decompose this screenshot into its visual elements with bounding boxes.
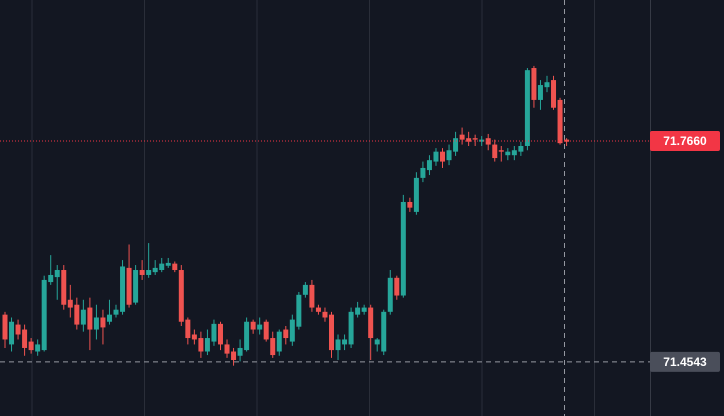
candle-body: [433, 151, 439, 162]
candle-body: [289, 319, 295, 342]
candle-body: [342, 339, 348, 345]
candle-body: [257, 324, 263, 330]
candle-body: [557, 99, 563, 144]
candle-body: [35, 344, 41, 352]
candle-body: [459, 134, 465, 140]
candle-body: [126, 267, 132, 305]
candle-body: [420, 167, 426, 178]
candle-body: [381, 311, 387, 352]
candle-body: [211, 323, 217, 342]
candle-body: [120, 266, 126, 312]
candle-body: [133, 270, 139, 303]
candle-body: [152, 267, 158, 273]
candle-body: [531, 68, 537, 100]
candle-body: [485, 138, 491, 145]
candle-body: [22, 329, 28, 348]
candle-body: [537, 85, 543, 100]
candle-body: [361, 307, 367, 312]
candle-body: [446, 150, 452, 161]
candle-body: [544, 82, 550, 88]
candle-body: [479, 139, 485, 142]
candle-body: [440, 151, 446, 162]
candle-body: [15, 324, 21, 335]
candle-body: [100, 317, 106, 328]
candle-body: [309, 284, 315, 308]
candle-body: [80, 309, 86, 325]
candle-body: [368, 307, 374, 339]
candle-body: [198, 338, 204, 352]
candle-body: [505, 151, 511, 156]
candle-body: [270, 338, 276, 356]
crosshair-label: 71.4543: [663, 355, 707, 369]
candle-body: [329, 314, 334, 351]
candle-body: [524, 70, 530, 146]
price_line-label: 71.7660: [663, 134, 707, 148]
candle-body: [564, 139, 570, 142]
candle-body: [518, 145, 524, 152]
candle-body: [426, 160, 432, 171]
candle-body: [374, 339, 380, 345]
candle-body: [400, 201, 406, 296]
candle-body: [48, 274, 54, 283]
candle-body: [302, 284, 308, 295]
candle-body: [315, 307, 321, 312]
candle-body: [355, 307, 361, 315]
candle-body: [191, 334, 197, 340]
candle-body: [165, 262, 171, 266]
candle-body: [276, 331, 282, 352]
candle-body: [283, 329, 289, 339]
candle-body: [61, 270, 67, 305]
candle-body: [348, 311, 354, 345]
candle-body: [492, 144, 498, 159]
candle-body: [511, 150, 517, 156]
candle-body: [146, 270, 152, 275]
candle-body: [263, 321, 269, 340]
candle-body: [87, 307, 93, 330]
candle-body: [407, 201, 413, 208]
candle-body: [9, 321, 15, 345]
candle-body: [217, 323, 223, 345]
candle-body: [472, 138, 478, 140]
candle-body: [250, 321, 256, 330]
candle-body: [41, 279, 47, 351]
candle-body: [54, 270, 60, 278]
candle-body: [244, 321, 250, 351]
crosshair-badge: [650, 351, 720, 372]
candle-body: [387, 277, 393, 312]
candle-body: [113, 309, 119, 315]
candle-body: [204, 338, 210, 352]
candle-body: [139, 270, 145, 275]
candle-body: [237, 347, 243, 356]
candle-body: [185, 319, 191, 339]
candle-body: [178, 270, 184, 322]
candle-body: [74, 304, 80, 325]
candle-body: [28, 341, 34, 351]
candle-body: [2, 314, 8, 340]
candle-body: [159, 263, 165, 271]
candle-body: [322, 311, 328, 318]
price_line-badge: [650, 131, 720, 152]
candle-body: [413, 177, 419, 212]
candle-body: [453, 138, 459, 152]
candle-body: [106, 314, 112, 322]
candle-body: [335, 339, 341, 351]
candle-body: [224, 344, 230, 354]
candle-body: [93, 317, 99, 330]
candle-body: [296, 294, 302, 327]
candle-body: [551, 80, 557, 108]
candle-body: [67, 299, 73, 308]
candle-body: [466, 138, 472, 142]
candle-body: [231, 351, 237, 361]
candle-body: [498, 150, 504, 152]
candle-body: [394, 277, 400, 296]
candle-body: [172, 263, 178, 271]
